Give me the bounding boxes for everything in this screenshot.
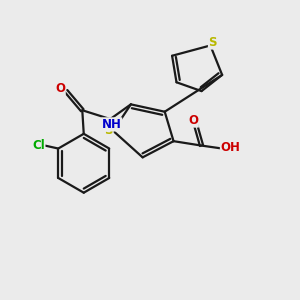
Text: O: O (55, 82, 65, 95)
Text: O: O (188, 114, 198, 127)
Text: S: S (208, 36, 217, 49)
Text: S: S (104, 124, 113, 137)
Text: NH: NH (102, 118, 122, 131)
Text: Cl: Cl (32, 139, 45, 152)
Text: OH: OH (220, 141, 240, 154)
